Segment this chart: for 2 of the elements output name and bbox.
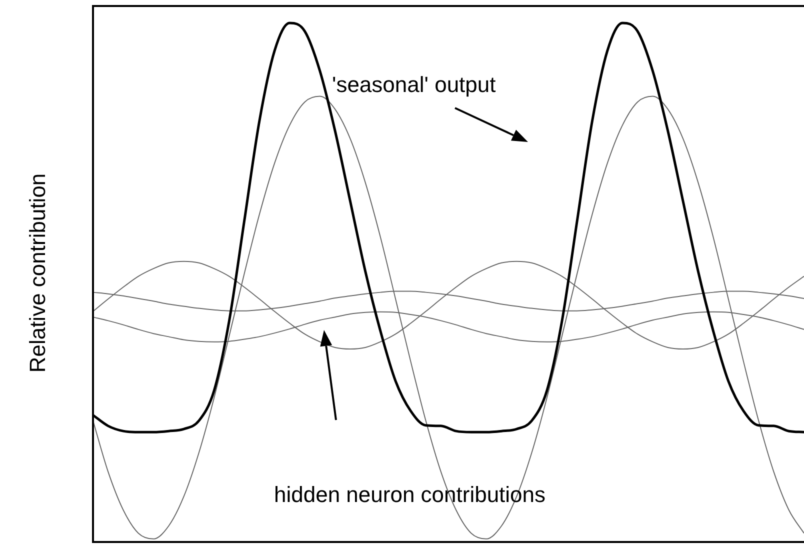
y-axis-title: Relative contribution: [25, 173, 51, 373]
annotation: 'seasonal' output: [331, 72, 497, 98]
